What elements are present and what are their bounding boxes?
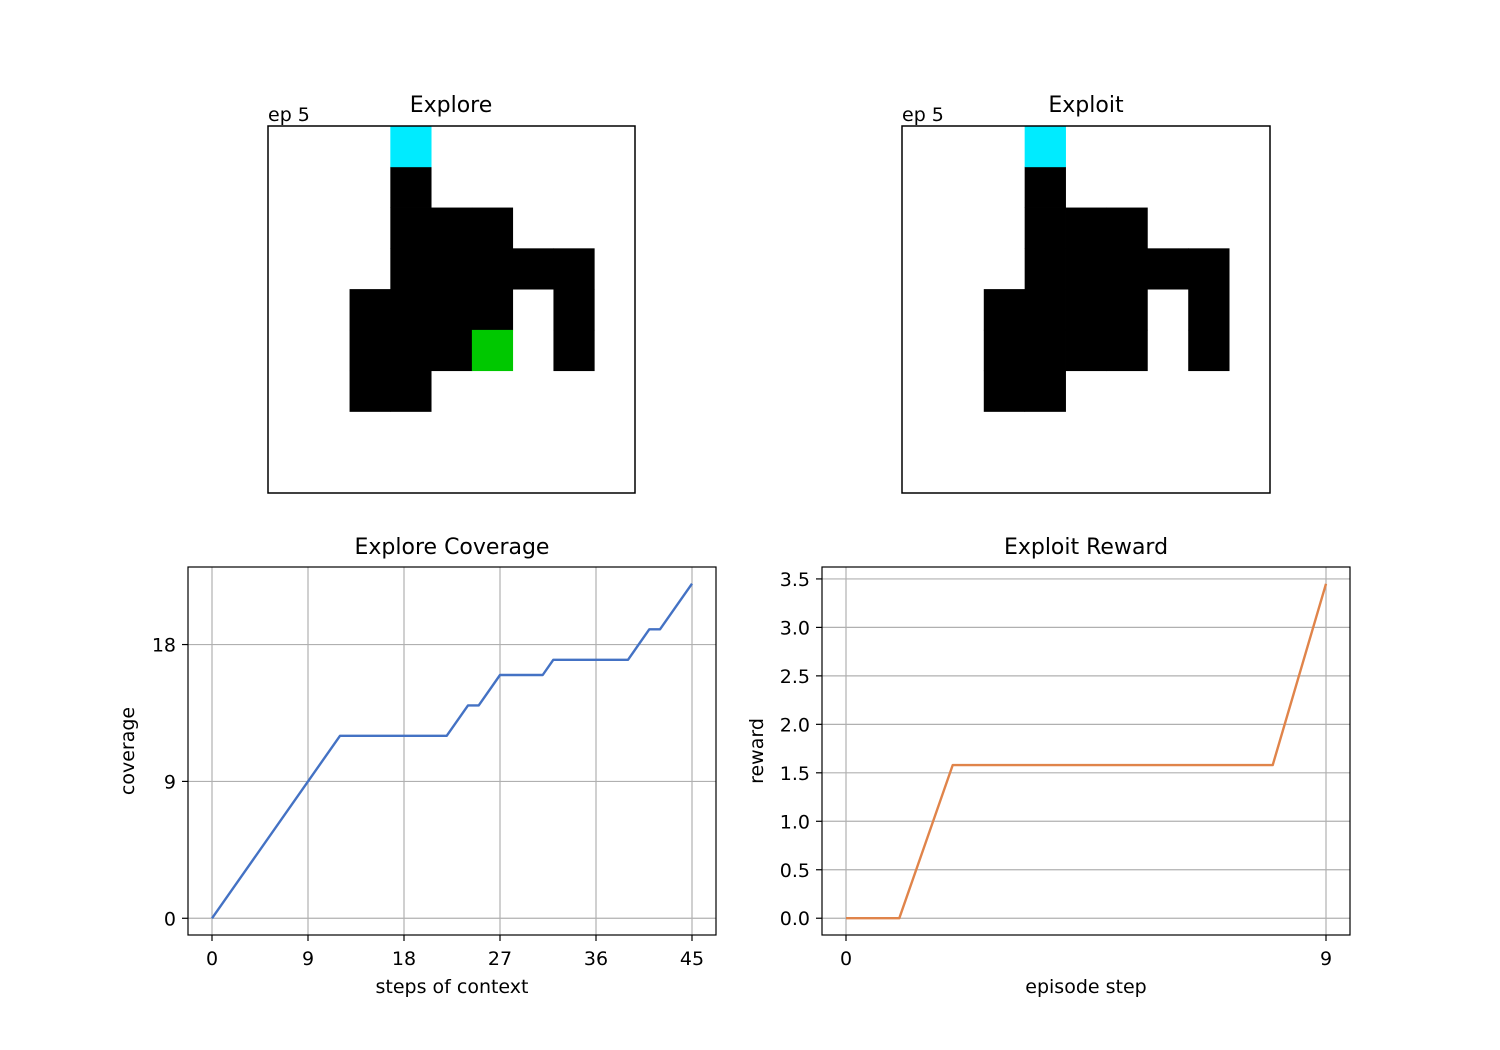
explore-wall-cell <box>431 289 473 331</box>
explore-coverage-line <box>211 583 693 919</box>
explore-coverage-ytick-label: 18 <box>152 635 176 657</box>
exploit-wall-cell <box>1024 289 1066 331</box>
explore-wall-cell <box>349 289 391 331</box>
explore-coverage-ytick-label: 9 <box>164 771 176 793</box>
explore-coverage-ylabel: coverage <box>117 707 139 795</box>
explore-wall-cell <box>471 248 514 290</box>
explore-coverage-xlabel: steps of context <box>375 976 528 998</box>
exploit-agent-cell <box>1024 126 1066 168</box>
exploit-episode-label: ep 5 <box>902 104 944 126</box>
exploit-wall-cell <box>1024 248 1066 290</box>
exploit-reward-frame <box>821 566 1351 936</box>
explore-goal-cell <box>471 329 514 372</box>
exploit-wall-cell <box>1065 289 1107 331</box>
exploit-reward-ytick-label: 3.5 <box>780 569 810 591</box>
explore-grid-frame <box>267 125 636 494</box>
explore-wall-cell <box>471 207 514 249</box>
explore-wall-cell <box>390 207 432 249</box>
explore-wall-cell <box>349 370 391 412</box>
explore-wall-cell <box>390 370 432 412</box>
exploit-grid-title: Exploit <box>1048 93 1124 118</box>
exploit-reward-yticks: 0.0 0.5 1.0 1.5 2.0 2.5 3.0 3.5 <box>780 569 822 930</box>
explore-coverage-xtick-label: 18 <box>392 948 416 970</box>
exploit-reward-ytick-label: 2.5 <box>780 666 810 688</box>
explore-wall-cell <box>471 289 514 331</box>
exploit-reward-ytick-label: 0.5 <box>780 860 810 882</box>
explore-wall-cell <box>390 329 432 372</box>
explore-wall-cell <box>431 248 473 290</box>
explore-wall-cell <box>431 207 473 249</box>
exploit-wall-cell <box>1188 248 1230 290</box>
explore-grid-title: Explore <box>410 93 493 118</box>
exploit-wall-cell <box>983 289 1026 331</box>
explore-wall-cell <box>553 329 595 372</box>
explore-grid-panel: Explore ep 5 <box>267 93 636 494</box>
explore-episode-label: ep 5 <box>268 104 310 126</box>
exploit-reward-ytick-label: 0.0 <box>780 908 810 930</box>
exploit-reward-gridlines <box>822 567 1350 935</box>
exploit-wall-cell <box>1065 329 1107 372</box>
explore-agent-cell <box>390 126 432 168</box>
explore-coverage-xtick-label: 36 <box>584 948 608 970</box>
exploit-wall-cell <box>1024 207 1066 249</box>
explore-coverage-ytick-label: 0 <box>164 908 176 930</box>
exploit-wall-cell <box>1188 329 1230 372</box>
exploit-reward-xlabel: episode step <box>1025 976 1146 998</box>
explore-wall-cell <box>349 329 391 372</box>
explore-coverage-chart: Explore Coverage 0 9 18 27 36 45 0 9 18 steps o… <box>117 535 717 998</box>
explore-coverage-title: Explore Coverage <box>355 535 550 560</box>
exploit-wall-cell <box>1106 289 1148 331</box>
exploit-wall-cell <box>1106 329 1148 372</box>
exploit-wall-cell <box>1024 329 1066 372</box>
exploit-reward-ytick-label: 2.0 <box>780 714 810 736</box>
exploit-wall-cell <box>1106 248 1148 290</box>
explore-coverage-gridlines <box>188 567 716 935</box>
exploit-grid-panel: Exploit ep 5 <box>901 93 1271 494</box>
exploit-reward-series <box>846 583 1328 920</box>
explore-wall-cell <box>553 289 595 331</box>
explore-coverage-xtick-label: 27 <box>488 948 512 970</box>
exploit-wall-cell <box>1147 248 1189 290</box>
exploit-wall-cell <box>1024 370 1066 412</box>
explore-coverage-yticks: 0 9 18 <box>152 635 188 930</box>
exploit-reward-title: Exploit Reward <box>1004 535 1168 560</box>
exploit-reward-ytick-label: 3.0 <box>780 617 810 639</box>
exploit-wall-cell <box>983 370 1026 412</box>
exploit-wall-cell <box>1065 248 1107 290</box>
explore-wall-cell <box>390 289 432 331</box>
exploit-grid-cells <box>983 126 1230 412</box>
exploit-wall-cell <box>1024 166 1066 208</box>
explore-grid-cells <box>349 126 595 412</box>
exploit-reward-xtick-label: 9 <box>1320 948 1332 970</box>
explore-wall-cell <box>431 329 473 372</box>
explore-wall-cell <box>390 248 432 290</box>
explore-wall-cell <box>553 248 595 290</box>
explore-wall-cell <box>390 166 432 208</box>
exploit-reward-xtick-label: 0 <box>840 948 852 970</box>
exploit-wall-cell <box>1188 289 1230 331</box>
explore-coverage-xtick-label: 0 <box>206 948 218 970</box>
exploit-wall-cell <box>983 329 1026 372</box>
explore-coverage-xtick-label: 45 <box>680 948 704 970</box>
exploit-wall-cell <box>1106 207 1148 249</box>
exploit-grid-frame <box>901 125 1271 494</box>
exploit-reward-ylabel: reward <box>746 718 768 784</box>
exploit-reward-ytick-label: 1.5 <box>780 763 810 785</box>
explore-coverage-xtick-label: 9 <box>302 948 314 970</box>
exploit-wall-cell <box>1065 207 1107 249</box>
explore-coverage-xticks: 0 9 18 27 36 45 <box>206 935 704 970</box>
explore-coverage-frame <box>187 566 717 936</box>
explore-coverage-series <box>211 583 693 919</box>
exploit-reward-line <box>846 583 1328 920</box>
exploit-reward-ytick-label: 1.0 <box>780 811 810 833</box>
explore-wall-cell <box>512 248 554 290</box>
